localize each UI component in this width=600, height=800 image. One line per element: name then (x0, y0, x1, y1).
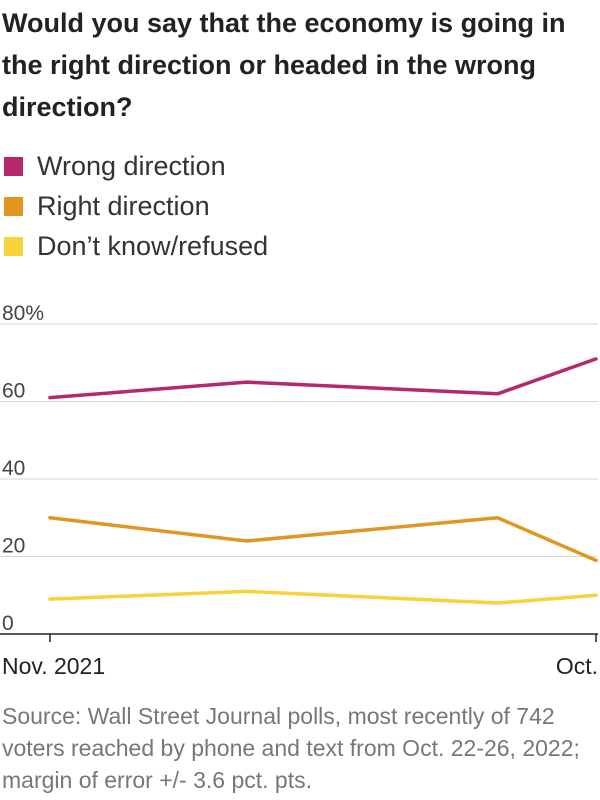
line-chart: 0 20 40 60 80% Nov. 2021 Oct. (0, 302, 598, 679)
legend-label-dont-know: Don’t know/refused (37, 230, 269, 261)
chart-title: Would you say that the economy is going … (2, 8, 566, 122)
source-note: Source: Wall Street Journal polls, most … (2, 703, 580, 793)
series-line-right-direction (48, 516, 598, 563)
legend-label-wrong-direction: Wrong direction (37, 150, 226, 181)
x-tick-label-3: Oct. (556, 653, 598, 679)
legend-label-right-direction: Right direction (37, 190, 210, 221)
legend-item-right-direction: Right direction (4, 186, 268, 226)
legend-swatch-wrong-direction (4, 156, 23, 176)
x-tick-label-0: Nov. 2021 (2, 653, 105, 679)
legend-item-wrong-direction: Wrong direction (4, 146, 268, 186)
y-tick-label-60: 60 (2, 380, 25, 403)
series-line-wrong-direction (48, 357, 598, 400)
y-tick-label-0: 0 (2, 612, 14, 635)
legend-swatch-dont-know (4, 236, 23, 256)
legend: Wrong direction Right direction Don’t kn… (4, 146, 268, 266)
legend-swatch-right-direction (4, 196, 23, 216)
y-tick-label-20: 20 (2, 535, 25, 558)
legend-item-dont-know: Don’t know/refused (4, 226, 268, 266)
series-line-don-t-know-refused (48, 589, 598, 605)
y-tick-label-40: 40 (2, 457, 25, 480)
y-tick-label-80: 80% (2, 302, 44, 325)
